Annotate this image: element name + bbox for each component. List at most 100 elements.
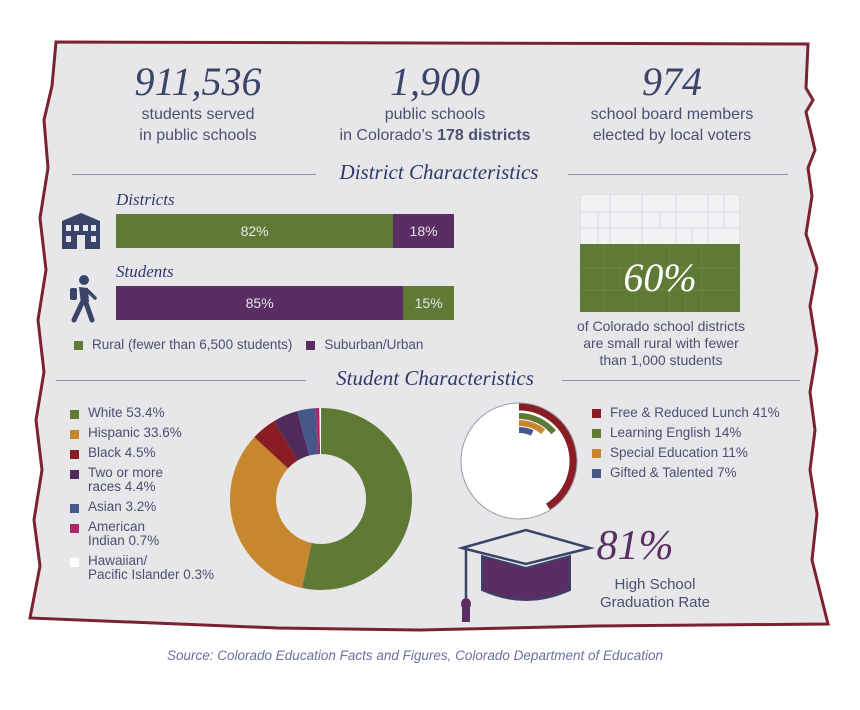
- grad-rate-value: 81%: [596, 523, 674, 569]
- source-note: Source: Colorado Education Facts and Fig…: [166, 648, 664, 663]
- map-caption-line1: of Colorado school districts: [576, 318, 746, 334]
- county-lines: [580, 194, 740, 244]
- legend-label: Learning English 14%: [610, 425, 742, 440]
- stat-schools-line1: public schools: [384, 106, 486, 123]
- legend-swatch: [70, 558, 79, 567]
- donut-slice-3: [274, 411, 311, 461]
- radial-bar-1: [518, 413, 556, 435]
- students-suburban-label: 15%: [414, 295, 443, 311]
- district-rule-right: [568, 174, 788, 175]
- stat-students-label: students served in public schools: [68, 104, 328, 146]
- legend-rural-text: Rural (fewer than 6,500 students): [92, 337, 293, 352]
- map-caption-line2: are small rural with fewer: [583, 335, 739, 351]
- legend-label: Hawaiian/Pacific Islander 0.3%: [88, 553, 215, 582]
- walking-student-icon: [70, 275, 97, 323]
- stat-board-value: 974: [642, 59, 702, 104]
- stat-schools-line2-bold: 178 districts: [437, 127, 531, 144]
- legend-label: Black 4.5%: [88, 445, 156, 460]
- map-caption: of Colorado school districts are small r…: [548, 318, 774, 369]
- stat-schools-line2-text: in Colorado’s: [339, 127, 438, 144]
- grad-line2: Graduation Rate: [599, 594, 711, 611]
- students-suburban-bar: 15%: [403, 286, 454, 320]
- donut-legend-item: Black 4.5%: [70, 446, 240, 460]
- donut-slice-2: [254, 420, 299, 469]
- district-section-title: District Characteristics: [339, 160, 539, 184]
- donut-legend-item: Hispanic 33.6%: [70, 426, 240, 440]
- districts-rural-label: 82%: [240, 223, 269, 239]
- legend-swatch: [592, 469, 601, 478]
- map-rural-share: [580, 244, 740, 312]
- county-lines-rural: [580, 244, 740, 312]
- legend-swatch: [70, 524, 79, 533]
- graduation-cap-icon: [457, 528, 595, 622]
- student-rule-left: [56, 380, 306, 381]
- legend-swatch-rural: [74, 341, 83, 350]
- grad-line1: High School: [614, 576, 696, 593]
- stat-schools-line2: in Colorado’s 178 districts: [305, 125, 565, 146]
- radial-bar-0: [518, 403, 577, 510]
- ethnicity-donut-chart: [230, 408, 412, 590]
- legend-label: Gifted & Talented 7%: [610, 465, 737, 480]
- legend-swatch: [70, 410, 79, 419]
- district-rule-left: [72, 174, 316, 175]
- legend-label: White 53.4%: [88, 405, 165, 420]
- stat-schools-label: public schools in Colorado’s 178 distric…: [305, 104, 565, 146]
- radial-legend-item: Free & Reduced Lunch 41%: [592, 405, 812, 420]
- radial-legend-item: Learning English 14%: [592, 425, 812, 440]
- legend-swatch: [70, 504, 79, 513]
- radial-background: [460, 402, 578, 520]
- donut-slice-0: [302, 408, 412, 590]
- legend-label: Hispanic 33.6%: [88, 425, 182, 440]
- student-rule-right: [562, 380, 800, 381]
- donut-legend-item: American Indian 0.7%: [70, 520, 240, 548]
- legend-swatch: [592, 449, 601, 458]
- districts-rural-bar: 82%: [116, 214, 394, 248]
- districts-suburban-label: 18%: [409, 223, 438, 239]
- legend-swatch-suburban: [306, 341, 316, 350]
- ethnicity-legend: White 53.4% Hispanic 33.6% Black 4.5% Two o…: [70, 406, 240, 588]
- legend-swatch: [70, 430, 79, 439]
- donut-legend-item: Two or more races 4.4%: [70, 466, 240, 494]
- stat-board-line2: elected by local voters: [592, 127, 752, 144]
- donut-slice-4: [297, 408, 319, 456]
- stat-schools-value: 1,900: [390, 59, 480, 104]
- districts-bar-label: Districts: [116, 190, 175, 209]
- student-needs-radial-chart: [460, 402, 578, 520]
- donut-legend-item: Hawaiian/Pacific Islander 0.3%: [70, 554, 240, 582]
- districts-suburban-bar: 18%: [393, 214, 454, 248]
- students-bar-label: Students: [116, 262, 174, 281]
- students-stacked-bar: 85% 15%: [116, 286, 454, 320]
- radial-bar-2: [518, 420, 546, 435]
- radial-legend-item: Special Education 11%: [592, 445, 812, 460]
- stat-students-value: 911,536: [134, 59, 262, 104]
- grad-rate-caption: High School Graduation Rate: [560, 576, 750, 612]
- students-rural-label: 85%: [245, 295, 274, 311]
- legend-swatch: [70, 450, 79, 459]
- panel-shape: [28, 40, 830, 632]
- legend-label: Asian 3.2%: [88, 499, 157, 514]
- stat-students-line1: students served: [141, 106, 255, 123]
- stat-students-line2: in public schools: [139, 127, 257, 144]
- stat-board-line1: school board members: [590, 106, 754, 123]
- students-rural-bar: 85%: [116, 286, 404, 320]
- donut-slice-1: [230, 437, 313, 588]
- legend-label: American Indian 0.7%: [88, 519, 160, 548]
- school-building-icon: [62, 213, 100, 249]
- legend-swatch: [70, 470, 79, 479]
- colorado-map: [580, 194, 740, 312]
- donut-legend-item: White 53.4%: [70, 406, 240, 420]
- legend-label: Special Education 11%: [610, 445, 748, 460]
- radial-legend-item: Gifted & Talented 7%: [592, 465, 812, 480]
- legend-label: Free & Reduced Lunch 41%: [610, 405, 780, 420]
- student-section-title: Student Characteristics: [336, 366, 534, 390]
- map-percent: 60%: [623, 255, 697, 300]
- legend-swatch: [592, 409, 601, 418]
- legend-swatch: [592, 429, 601, 438]
- student-needs-legend: Free & Reduced Lunch 41% Learning English…: [592, 405, 812, 485]
- districts-stacked-bar: 82% 18%: [116, 214, 454, 248]
- stat-board-label: school board members elected by local vo…: [542, 104, 802, 146]
- legend-label: Two or more races 4.4%: [88, 465, 164, 494]
- legend-suburban-text: Suburban/Urban: [324, 337, 424, 352]
